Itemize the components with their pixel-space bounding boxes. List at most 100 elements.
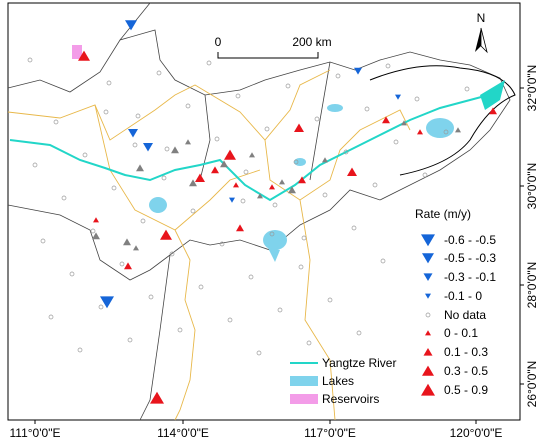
no-data-circle: [298, 264, 304, 270]
scale-start: 0: [215, 35, 222, 49]
no-data-circle: [285, 83, 291, 89]
no-data-circle: [90, 228, 96, 234]
scale-bar: [217, 52, 319, 59]
no-data-circle: [48, 314, 54, 320]
no-data-circle: [356, 330, 362, 336]
latitude-label: 28°0'0"N: [525, 262, 539, 309]
no-data-circle: [127, 337, 133, 343]
no-data-circle: [111, 185, 117, 191]
gray-triangle: [133, 245, 139, 251]
no-data-circle: [164, 146, 170, 152]
no-data-circle: [393, 139, 399, 145]
no-data-circle: [293, 159, 299, 165]
up-triangle: [421, 383, 435, 396]
no-data-circle: [214, 136, 220, 142]
no-data-circle: [98, 304, 104, 310]
up-triangle: [78, 50, 90, 61]
no-data-circle: [422, 172, 428, 178]
no-data-circle: [314, 116, 320, 122]
legend-label: -0.6 - -0.5: [444, 233, 496, 247]
gray-triangle: [220, 160, 228, 168]
up-triangle: [423, 347, 433, 356]
latitude-label: 30°0'0"N: [525, 163, 539, 210]
gray-triangle: [171, 146, 179, 154]
gray-triangle: [279, 179, 285, 185]
gray-triangle: [189, 179, 197, 187]
down-triangle: [229, 197, 235, 203]
up-triangle: [269, 184, 275, 190]
no-data-circle: [132, 142, 138, 148]
legend-label: No data: [444, 308, 486, 322]
no-data-circle: [464, 86, 470, 92]
up-triangle: [422, 365, 434, 376]
no-data-circle: [32, 162, 38, 168]
no-data-circle: [135, 113, 141, 119]
no-data-circle: [156, 70, 162, 76]
no-data-circle: [327, 297, 333, 303]
no-data-circle: [364, 106, 370, 112]
no-data-circle: [148, 294, 154, 300]
up-triangle: [211, 166, 219, 174]
latitude-label: 26°0'0"N: [525, 361, 539, 408]
gray-triangle: [288, 186, 296, 194]
no-data-circle: [185, 103, 191, 109]
coastline: [369, 65, 516, 176]
north-label: N: [477, 11, 486, 25]
lake-swatch: [290, 376, 318, 386]
no-data-circle: [206, 60, 212, 66]
gray-triangle: [92, 232, 100, 240]
no-data-circle: [277, 307, 283, 313]
no-data-circle: [103, 109, 109, 115]
province-boundary: [7, 69, 411, 421]
no-data-circle: [243, 169, 249, 175]
north-arrow: N: [475, 11, 488, 54]
no-data-circle: [27, 57, 33, 63]
legend-label: 0.5 - 0.9: [444, 383, 488, 397]
legend-label: -0.5 - -0.3: [444, 251, 496, 265]
no-data-circle: [351, 225, 357, 231]
longitude-label: 114°0'0"E: [157, 426, 209, 440]
feature-label: Reservoirs: [322, 392, 379, 406]
up-triangle: [124, 262, 132, 270]
no-data-circle: [40, 238, 46, 244]
up-triangle: [160, 229, 172, 240]
reservoir: [72, 45, 82, 59]
gray-triangle: [455, 127, 461, 133]
gray-triangle: [322, 157, 328, 163]
legend: Rate (m/y) -0.6 - -0.5 -0.5 - -0.3 -0.3 - -…: [290, 207, 496, 406]
down-triangle: [143, 143, 153, 152]
latitude-label: 32°0'0"N: [525, 65, 539, 112]
no-data-circle: [264, 126, 270, 132]
gray-triangle: [185, 139, 191, 145]
no-data-circle: [343, 149, 349, 155]
no-data-circle: [256, 350, 262, 356]
up-triangle: [489, 107, 497, 115]
feature-label: Yangtze River: [322, 356, 396, 370]
no-data-circle: [190, 208, 196, 214]
no-data-circle: [240, 198, 246, 204]
no-data-circle: [425, 312, 431, 318]
up-triangle: [93, 217, 99, 223]
no-data-circle: [235, 93, 241, 99]
down-triangle: [128, 129, 138, 138]
down-triangle: [125, 20, 137, 31]
no-data-circle: [119, 261, 125, 267]
no-data-circle: [322, 192, 328, 198]
no-data-circle: [161, 175, 167, 181]
no-data-circle: [372, 182, 378, 188]
up-triangle: [425, 330, 431, 336]
up-triangle: [417, 129, 423, 135]
up-triangle: [150, 391, 164, 404]
graticule-labels: 111°0'0"E 114°0'0"E 117°0'0"E 120°0'0"E 32°0…: [10, 65, 539, 440]
gray-triangle: [249, 152, 255, 158]
no-data-circle: [248, 274, 254, 280]
no-data-circle: [177, 327, 183, 333]
up-triangle: [347, 167, 357, 176]
no-data-circle: [380, 258, 386, 264]
no-data-circle: [140, 218, 146, 224]
legend-label: 0 - 0.1: [444, 326, 478, 340]
scale-end: 200 km: [292, 35, 331, 49]
no-data-circle: [169, 251, 175, 257]
no-data-circle: [82, 152, 88, 158]
